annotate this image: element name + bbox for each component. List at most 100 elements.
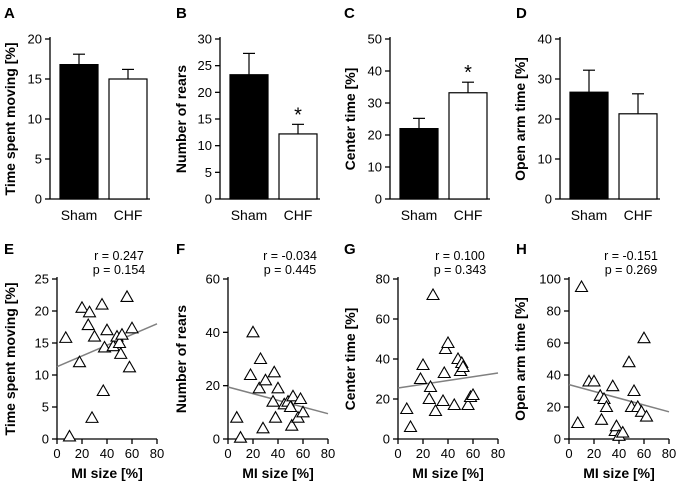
data-point bbox=[283, 399, 298, 413]
data-point bbox=[599, 399, 614, 413]
y-tick-label: 25 bbox=[35, 272, 49, 287]
data-point bbox=[87, 329, 102, 342]
panel-letter: F bbox=[176, 241, 185, 258]
data-point bbox=[100, 323, 114, 336]
data-point bbox=[438, 341, 453, 355]
x-tick-label: 60 bbox=[296, 446, 310, 461]
data-point bbox=[115, 327, 129, 340]
panel-letter: C bbox=[344, 5, 355, 22]
data-point bbox=[426, 287, 440, 301]
y-tick-label: 80 bbox=[376, 272, 390, 287]
x-tick-label: 80 bbox=[491, 446, 505, 461]
x-tick-label: 20 bbox=[246, 446, 260, 461]
y-tick-label: 20 bbox=[538, 112, 552, 127]
data-point bbox=[639, 409, 654, 422]
y-tick-label: 60 bbox=[547, 336, 561, 351]
y-tick-label: 10 bbox=[35, 368, 49, 383]
x-tick-label: 0 bbox=[53, 446, 60, 461]
category-label: CHF bbox=[284, 207, 313, 223]
data-point bbox=[466, 387, 480, 401]
y-tick-label: 0 bbox=[35, 192, 42, 207]
data-point bbox=[120, 289, 134, 302]
x-tick-label: 20 bbox=[75, 446, 89, 461]
data-point bbox=[447, 397, 462, 411]
y-tick-label: 10 bbox=[538, 152, 552, 167]
panel-f: F Number of rears 0 20 40 60 0 20 40 60 80 MI size … bbox=[173, 241, 335, 481]
y-tick-label: 0 bbox=[375, 192, 382, 207]
data-point bbox=[81, 317, 96, 331]
y-tick-label: 30 bbox=[368, 96, 382, 111]
y-tick-label: 60 bbox=[206, 272, 220, 287]
data-point bbox=[428, 403, 443, 417]
data-point bbox=[95, 297, 109, 310]
category-label: CHF bbox=[114, 207, 143, 223]
data-point bbox=[58, 330, 73, 343]
category-label: CHF bbox=[454, 207, 483, 223]
y-tick-label: 10 bbox=[28, 112, 42, 127]
y-tick-label: 20 bbox=[368, 128, 382, 143]
regression-line bbox=[397, 372, 499, 389]
y-axis-label: Time spent moving [%] bbox=[2, 43, 18, 196]
data-point bbox=[125, 321, 139, 334]
data-point bbox=[258, 373, 273, 386]
bar-chf bbox=[448, 92, 488, 200]
data-point bbox=[122, 360, 137, 373]
panel-g: G Center time [%] 0 20 40 60 80 0 20 40 60 80 MI siz… bbox=[342, 241, 505, 481]
data-point bbox=[233, 430, 248, 443]
data-point bbox=[570, 415, 585, 429]
y-tick-label: 100 bbox=[539, 272, 561, 287]
data-point bbox=[75, 300, 89, 313]
data-point bbox=[637, 331, 651, 344]
y-tick-label: 0 bbox=[213, 432, 220, 447]
x-tick-label: 80 bbox=[321, 446, 335, 461]
bar-chf bbox=[618, 113, 658, 200]
y-tick-label: 40 bbox=[368, 64, 382, 79]
bar-chf bbox=[278, 133, 318, 200]
panel-h: H Open arm time [%] 0 20 40 60 80 100 0 20 40 60 80 M… bbox=[512, 241, 676, 481]
data-point bbox=[461, 397, 475, 411]
data-point bbox=[62, 429, 77, 442]
p-value: p = 0.445 bbox=[264, 263, 317, 277]
x-tick-label: 40 bbox=[441, 446, 455, 461]
y-tick-label: 20 bbox=[28, 32, 42, 47]
x-tick-label: 20 bbox=[587, 446, 601, 461]
x-axis-label: MI size [%] bbox=[583, 465, 655, 481]
data-point bbox=[243, 367, 258, 381]
y-tick-label: 15 bbox=[28, 72, 42, 87]
x-tick-label: 40 bbox=[100, 446, 114, 461]
data-point bbox=[594, 412, 609, 425]
p-value: p = 0.269 bbox=[605, 263, 658, 277]
data-point bbox=[441, 335, 455, 349]
data-point bbox=[268, 410, 283, 423]
y-tick-label: 5 bbox=[42, 400, 49, 415]
y-tick-label: 40 bbox=[376, 352, 390, 367]
data-point bbox=[252, 381, 267, 394]
data-point bbox=[622, 355, 636, 368]
data-point bbox=[267, 365, 282, 378]
x-tick-label: 20 bbox=[416, 446, 430, 461]
y-tick-label: 20 bbox=[35, 304, 49, 319]
bar-chf bbox=[108, 78, 148, 200]
panel-letter: D bbox=[516, 5, 527, 22]
data-point bbox=[437, 365, 452, 379]
panel-letter: A bbox=[4, 5, 15, 22]
data-point bbox=[82, 305, 97, 318]
data-point bbox=[615, 425, 630, 438]
panel-letter: H bbox=[516, 241, 527, 258]
data-point bbox=[296, 405, 310, 418]
y-axis-label: Open arm time [%] bbox=[512, 57, 528, 181]
x-tick-label: 60 bbox=[125, 446, 139, 461]
x-tick-label: 0 bbox=[394, 446, 401, 461]
data-point bbox=[422, 391, 437, 405]
panel-d: D Open arm time [%] 0 10 20 30 40 Sham CHF bbox=[512, 5, 660, 223]
data-point bbox=[399, 401, 414, 415]
regression-line bbox=[568, 383, 670, 413]
y-axis-label: Open arm time [%] bbox=[512, 297, 528, 421]
r-value: r = 0.100 bbox=[435, 249, 485, 263]
data-point bbox=[609, 419, 624, 432]
significance-marker: * bbox=[294, 104, 302, 126]
x-tick-label: 0 bbox=[224, 446, 231, 461]
data-point bbox=[253, 351, 268, 365]
data-point bbox=[403, 419, 418, 433]
